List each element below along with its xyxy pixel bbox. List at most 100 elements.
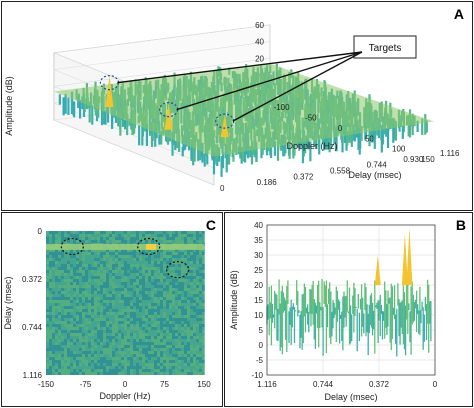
heatmap-cell	[46, 321, 49, 324]
heatmap-cell	[151, 333, 154, 336]
heatmap-cell	[154, 267, 157, 270]
heatmap-cell	[88, 276, 91, 279]
heatmap-cell	[109, 267, 112, 270]
heatmap-cell	[76, 366, 79, 369]
heatmap-cell	[199, 282, 202, 285]
heatmap-cell	[85, 240, 88, 243]
heatmap-cell	[52, 357, 55, 360]
heatmap-cell	[70, 303, 73, 306]
heatmap-cell	[187, 339, 190, 342]
heatmap-cell	[73, 306, 76, 309]
heatmap-cell	[97, 324, 100, 327]
heatmap-cell	[127, 357, 130, 360]
heatmap-cell	[94, 342, 97, 345]
heatmap-cell	[73, 240, 76, 243]
heatmap-cell	[151, 297, 154, 300]
heatmap-cell	[145, 297, 148, 300]
heatmap-cell	[184, 369, 187, 372]
heatmap-cell	[70, 270, 73, 273]
heatmap-cell	[118, 345, 121, 348]
heatmap-cell	[157, 234, 160, 237]
heatmap-cell	[79, 279, 82, 282]
heatmap-cell	[160, 267, 163, 270]
heatmap-cell	[100, 372, 103, 375]
heatmap-cell	[136, 309, 139, 312]
heatmap-cell	[190, 336, 193, 339]
heatmap-cell	[130, 303, 133, 306]
heatmap-cell	[52, 366, 55, 369]
heatmap-cell	[124, 264, 127, 267]
heatmap-cell	[70, 285, 73, 288]
heatmap-cell	[139, 360, 142, 363]
heatmap-cell	[112, 285, 115, 288]
heatmap-cell	[160, 324, 163, 327]
heatmap-cell	[193, 291, 196, 294]
heatmap-cell	[169, 264, 172, 267]
heatmap-cell	[76, 333, 79, 336]
heatmap-cell	[175, 333, 178, 336]
heatmap-cell	[64, 237, 67, 240]
heatmap-cell	[82, 276, 85, 279]
heatmap-cell	[130, 306, 133, 309]
heatmap-cell	[46, 273, 49, 276]
heatmap-cell	[202, 240, 205, 243]
heatmap-cell	[82, 249, 85, 252]
heatmap-cell	[79, 234, 82, 237]
heatmap-cell	[196, 240, 199, 243]
heatmap-cell	[121, 357, 124, 360]
heatmap-cell	[184, 303, 187, 306]
heatmap-cell	[166, 369, 169, 372]
heatmap-cell	[73, 333, 76, 336]
heatmap-cell	[130, 240, 133, 243]
heatmap-cell	[196, 327, 199, 330]
heatmap-cell	[97, 294, 100, 297]
heatmap-cell	[73, 348, 76, 351]
heatmap-cell	[130, 252, 133, 255]
heatmap-cell	[202, 294, 205, 297]
heatmap-cell	[70, 276, 73, 279]
heatmap-cell	[67, 288, 70, 291]
heatmap-cell	[169, 285, 172, 288]
heatmap-cell	[166, 234, 169, 237]
heatmap-cell	[169, 342, 172, 345]
heatmap-cell	[145, 303, 148, 306]
heatmap-cell	[97, 258, 100, 261]
heatmap-cell	[61, 309, 64, 312]
heatmap-cell	[58, 315, 61, 318]
heatmap-cell	[151, 324, 154, 327]
heatmap-cell	[85, 291, 88, 294]
heatmap-cell	[124, 315, 127, 318]
heatmap-cell	[196, 372, 199, 375]
heatmap-cell	[88, 336, 91, 339]
heatmap-cell	[106, 336, 109, 339]
heatmap-cell	[145, 366, 148, 369]
heatmap-cell	[109, 240, 112, 243]
heatmap-cell	[160, 348, 163, 351]
heatmap-cell	[148, 249, 151, 252]
heatmap-cell	[94, 330, 97, 333]
heatmap-cell	[103, 348, 106, 351]
heatmap-cell	[88, 348, 91, 351]
heatmap-cell	[157, 315, 160, 318]
heatmap-cell	[145, 369, 148, 372]
heatmap-cell	[109, 273, 112, 276]
heatmap-cell	[121, 279, 124, 282]
heatmap-cell	[130, 321, 133, 324]
heatmap-cell	[49, 345, 52, 348]
heatmap-cell	[100, 300, 103, 303]
heatmap-cell	[124, 369, 127, 372]
heatmap-cell	[106, 279, 109, 282]
heatmap-cell	[76, 354, 79, 357]
heatmap-cell	[175, 270, 178, 273]
heatmap-cell	[52, 294, 55, 297]
heatmap-cell	[124, 363, 127, 366]
heatmap-cell	[124, 321, 127, 324]
heatmap-cell	[184, 300, 187, 303]
heatmap-cell	[136, 291, 139, 294]
heatmap-cell	[52, 231, 55, 234]
heatmap-cell	[109, 333, 112, 336]
heatmap-cell	[118, 267, 121, 270]
heatmap-cell	[61, 315, 64, 318]
heatmap-cell	[106, 321, 109, 324]
heatmap-cell	[142, 342, 145, 345]
